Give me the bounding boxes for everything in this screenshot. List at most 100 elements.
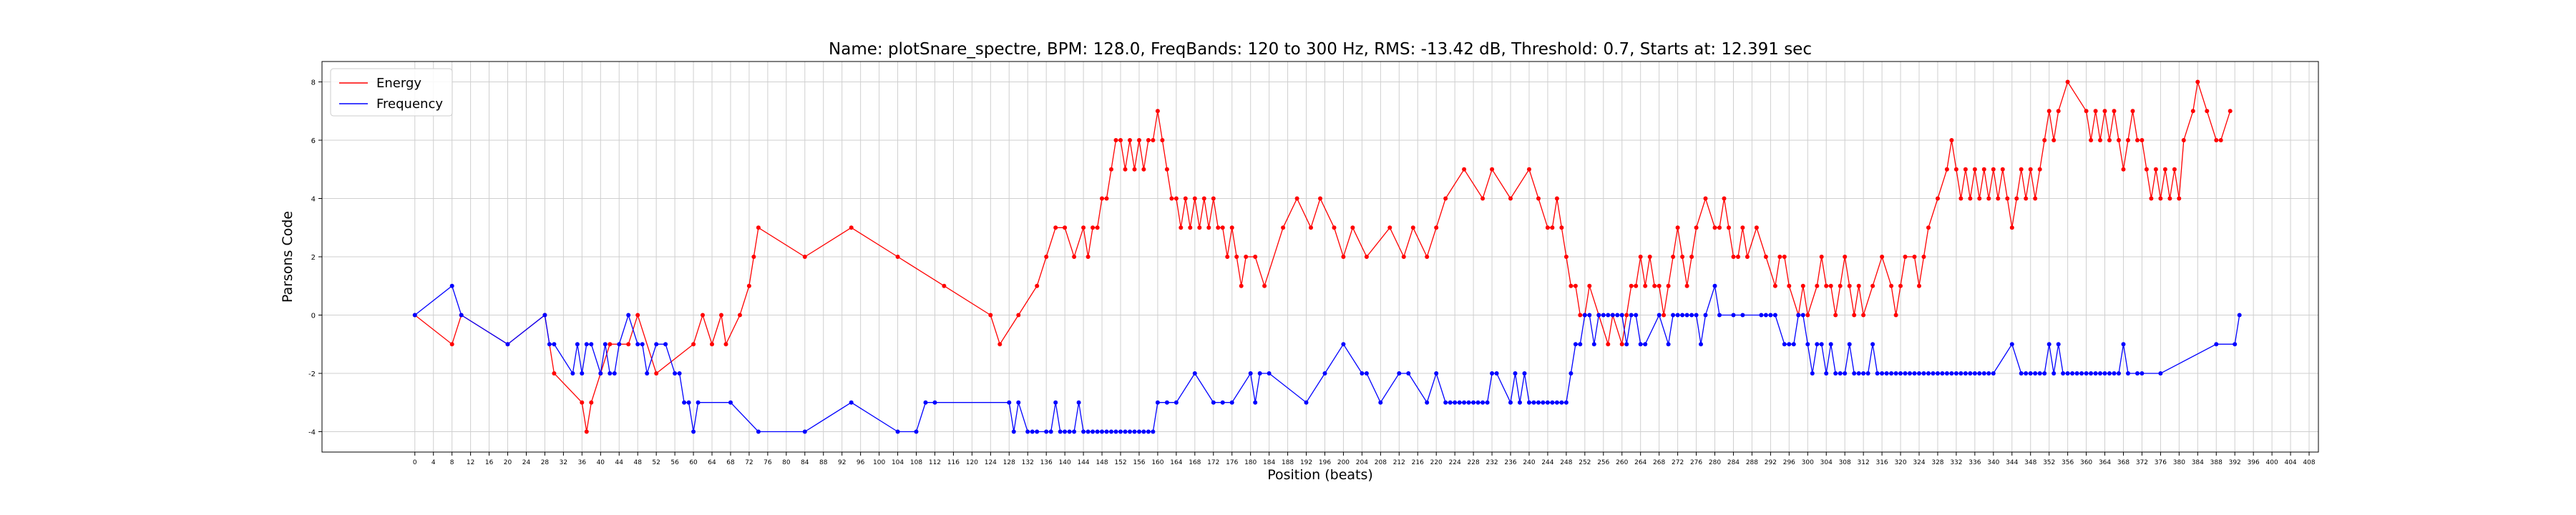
y-tick-label: -2 [308,371,316,378]
data-point-energy [2005,196,2010,201]
data-point-frequency [1944,371,1949,376]
data-point-frequency [1113,429,1118,434]
data-point-energy [1996,196,2001,201]
x-tick-label: 368 [2117,459,2129,466]
data-point-frequency [1684,313,1689,318]
data-point-frequency [1494,371,1499,376]
data-point-frequency [1828,342,1833,347]
data-point-frequency [2158,371,2163,376]
data-point-energy [1680,255,1685,259]
data-point-energy [1160,138,1165,142]
x-tick-label: 280 [1709,459,1721,466]
x-tick-label: 196 [1319,459,1331,466]
data-point-energy [1132,167,1137,172]
data-point-frequency [1508,400,1513,405]
x-tick-label: 120 [966,459,978,466]
data-point-energy [1206,225,1211,230]
data-point-frequency [1782,342,1787,347]
x-tick-label: 96 [857,459,865,466]
x-tick-label: 88 [819,459,828,466]
data-point-energy [2051,138,2057,142]
data-point-energy [1727,225,1731,230]
data-point-frequency [617,342,622,347]
data-point-frequency [1016,400,1021,405]
data-point-energy [1053,225,1058,230]
data-point-energy [2135,138,2140,142]
data-point-frequency [1712,283,1717,288]
data-point-energy [1183,196,1188,201]
data-point-energy [1893,313,1898,318]
data-point-energy [1091,225,1096,230]
data-point-energy [2126,138,2130,142]
data-point-frequency [635,342,640,347]
x-tick-label: 188 [1282,459,1294,466]
x-tick-label: 156 [1133,459,1145,466]
data-point-frequency [2061,371,2066,376]
x-tick-label: 76 [763,459,772,466]
data-point-frequency [1931,371,1936,376]
data-point-frequency [1485,400,1490,405]
data-point-frequency [1689,313,1694,318]
data-point-frequency [1466,400,1471,405]
x-tick-label: 340 [1987,459,1999,466]
x-tick-label: 4 [431,459,436,466]
data-point-energy [1192,196,1197,201]
data-point-energy [1736,255,1740,259]
x-tick-label: 48 [633,459,642,466]
x-tick-label: 380 [2173,459,2185,466]
data-point-frequency [686,400,691,405]
data-point-frequency [1731,313,1736,318]
y-tick-label: 6 [311,137,316,145]
data-point-frequency [1838,371,1843,376]
data-point-frequency [914,429,919,434]
data-point-frequency [575,342,580,347]
x-tick-label: 132 [1022,459,1034,466]
data-point-energy [1638,255,1643,259]
x-tick-label: 0 [413,459,417,466]
data-point-frequency [2126,371,2130,376]
data-point-energy [1740,225,1745,230]
x-tick-label: 124 [985,459,997,466]
data-point-frequency [1796,313,1801,318]
data-point-energy [1903,255,1908,259]
x-tick-label: 320 [1894,459,1906,466]
data-point-energy [626,342,631,347]
x-tick-label: 288 [1746,459,1758,466]
data-point-frequency [1085,429,1091,434]
data-point-energy [2000,167,2005,172]
data-point-frequency [1257,371,1262,376]
x-tick-label: 372 [2136,459,2148,466]
data-point-energy [1536,196,1541,201]
y-tick-label: 2 [311,254,316,262]
data-point-energy [1545,225,1550,230]
x-tick-label: 144 [1077,459,1089,466]
x-tick-label: 332 [1950,459,1962,466]
data-point-energy [1657,283,1662,288]
data-point-frequency [1847,342,1852,347]
data-point-energy [2195,79,2200,84]
data-point-frequency [1095,429,1100,434]
data-point-frequency [2074,371,2079,376]
legend: Energy Frequency [330,68,453,117]
data-point-frequency [2037,371,2042,376]
x-tick-label: 224 [1449,459,1461,466]
data-point-frequency [2033,371,2038,376]
data-point-energy [2046,109,2051,114]
data-point-energy [849,225,854,230]
y-tick-label: 4 [311,196,316,204]
data-point-energy [1833,313,1838,318]
data-point-frequency [1680,313,1685,318]
data-point-frequency [1048,429,1053,434]
x-tick-label: 384 [2192,459,2204,466]
x-tick-label: 216 [1412,459,1424,466]
data-point-frequency [1554,400,1559,405]
data-point-energy [2167,196,2172,201]
data-point-energy [1244,255,1249,259]
data-point-frequency [612,371,617,376]
data-point-frequency [1118,429,1123,434]
data-point-energy [2056,109,2061,114]
data-point-frequency [1699,342,1703,347]
series-line-frequency [414,285,2240,433]
x-tick-label: 400 [2266,459,2278,466]
data-point-energy [1828,283,1833,288]
